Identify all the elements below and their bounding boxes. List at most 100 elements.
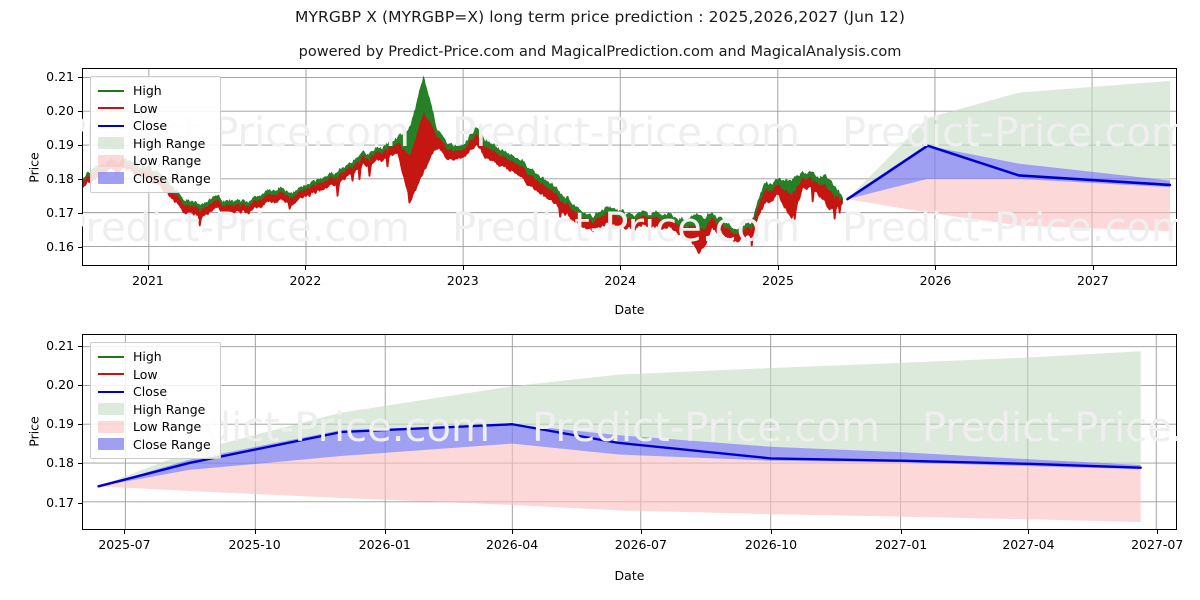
bottom-legend-label-3: High Range — [133, 401, 206, 417]
top-close-forecast-line — [846, 144, 1172, 201]
bottom-high-range-band — [98, 351, 1141, 487]
top-legend-item-low: Low — [98, 100, 211, 118]
top-low-range-band — [847, 178, 1170, 232]
bottom-chart-panel — [82, 334, 1177, 530]
top-x-tickmark-1 — [305, 266, 307, 270]
bottom-x-tickmark-4 — [640, 530, 642, 534]
top-legend-label-1: Low — [133, 100, 158, 116]
top-x-tick-4: 2025 — [762, 273, 794, 288]
top-y-tickmark-1 — [78, 213, 82, 215]
top-legend-swatch-0 — [98, 85, 124, 97]
bottom-y-tick-4: 0.21 — [46, 337, 74, 353]
bottom-x-tick-3: 2026-04 — [485, 537, 539, 552]
top-y-tick-3: 0.19 — [46, 136, 74, 152]
bottom-x-tickmark-8 — [1157, 530, 1159, 534]
bottom-legend-swatch-4 — [98, 420, 124, 433]
top-y-tick-0: 0.16 — [46, 239, 74, 255]
top-y-tick-4: 0.20 — [46, 102, 74, 118]
top-y-axis-label: Price — [26, 152, 42, 183]
top-legend-item-high: High — [98, 82, 211, 100]
bottom-legend-swatch-1 — [98, 368, 124, 380]
bottom-legend-item-high: High — [98, 348, 211, 366]
bottom-y-tick-2: 0.19 — [46, 416, 74, 432]
top-history-low-band — [83, 112, 843, 254]
top-legend-swatch-4 — [98, 154, 124, 167]
top-legend-label-5: Close Range — [133, 170, 211, 186]
top-x-tickmark-5 — [935, 266, 937, 270]
top-x-tickmark-3 — [620, 266, 622, 270]
top-x-axis-label: Date — [614, 302, 645, 317]
top-legend-item-high-range: High Range — [98, 135, 211, 153]
bottom-x-tickmark-6 — [901, 530, 903, 534]
bottom-legend-swatch-3 — [98, 403, 124, 416]
top-x-tick-0: 2021 — [132, 273, 164, 288]
bottom-legend-label-1: Low — [133, 366, 158, 382]
top-legend-swatch-2 — [98, 120, 124, 132]
top-legend: High Low Close High Range Low Range Close Ran… — [90, 76, 221, 193]
top-y-tickmark-4 — [78, 110, 82, 112]
bottom-y-tickmark-0 — [78, 502, 82, 504]
bottom-x-tick-5: 2026-10 — [744, 537, 798, 552]
bottom-x-tick-2: 2026-01 — [358, 537, 411, 552]
top-y-tick-2: 0.18 — [46, 170, 74, 186]
bottom-close-range-band — [98, 424, 1141, 487]
bottom-legend-item-low-range: Low Range — [98, 418, 211, 436]
bottom-plot-frame — [82, 334, 1177, 530]
top-legend-item-close: Close — [98, 117, 211, 135]
top-legend-label-4: Low Range — [133, 153, 202, 169]
top-legend-swatch-3 — [98, 137, 124, 150]
bottom-legend-item-low: Low — [98, 366, 211, 384]
top-legend-item-low-range: Low Range — [98, 152, 211, 170]
bottom-y-tickmark-4 — [78, 345, 82, 347]
page-title: MYRGBP X (MYRGBP=X) long term price pred… — [294, 8, 906, 26]
top-legend-label-3: High Range — [133, 135, 206, 151]
bottom-x-tick-4: 2026-07 — [614, 537, 667, 552]
bottom-x-tick-8: 2027-07 — [1131, 537, 1184, 552]
bottom-x-tick-6: 2027-01 — [875, 537, 928, 552]
bottom-y-axis-label: Price — [26, 416, 42, 447]
top-x-tick-3: 2024 — [604, 273, 637, 288]
top-x-tickmark-2 — [462, 266, 464, 270]
top-legend-label-2: Close — [133, 118, 168, 134]
bottom-y-tickmark-3 — [78, 384, 82, 386]
bottom-close-forecast-line — [97, 423, 1142, 488]
top-y-tickmark-5 — [78, 76, 82, 78]
top-x-tick-5: 2026 — [919, 273, 952, 288]
top-high-range-band — [847, 80, 1170, 200]
top-x-tick-1: 2022 — [289, 273, 322, 288]
bottom-plot-canvas — [83, 335, 1176, 529]
bottom-x-tickmark-2 — [384, 530, 386, 534]
top-plot-frame — [82, 68, 1177, 266]
top-plot-canvas — [83, 69, 1176, 265]
top-legend-swatch-5 — [98, 172, 124, 185]
top-y-tick-5: 0.21 — [46, 68, 74, 84]
top-legend-item-close-range: Close Range — [98, 170, 211, 188]
bottom-low-range-band — [98, 443, 1141, 523]
bottom-x-tickmark-0 — [124, 530, 126, 534]
bottom-legend-label-5: Close Range — [133, 436, 211, 452]
top-y-tickmark-3 — [78, 144, 82, 146]
top-legend-label-0: High — [133, 83, 162, 99]
top-x-tickmark-6 — [1092, 266, 1094, 270]
top-x-tickmark-4 — [778, 266, 780, 270]
bottom-x-tickmark-3 — [512, 530, 514, 534]
bottom-y-tick-1: 0.18 — [46, 455, 74, 471]
page-subtitle: powered by Predict-Price.com and Magical… — [298, 44, 902, 60]
bottom-legend-label-0: High — [133, 349, 162, 365]
bottom-x-tickmark-7 — [1028, 530, 1030, 534]
bottom-x-tickmark-1 — [254, 530, 256, 534]
top-chart-panel — [82, 68, 1177, 266]
top-y-tickmark-2 — [78, 178, 82, 180]
bottom-legend-label-2: Close — [133, 384, 168, 400]
bottom-legend: High Low Close High Range Low Range Close Ran… — [90, 342, 221, 459]
top-x-tick-6: 2027 — [1076, 273, 1109, 288]
bottom-legend-swatch-0 — [98, 351, 124, 363]
bottom-y-tickmark-1 — [78, 463, 82, 465]
bottom-x-tick-1: 2025-10 — [228, 537, 281, 552]
top-y-tickmark-0 — [78, 247, 82, 249]
bottom-legend-label-4: Low Range — [133, 419, 202, 435]
bottom-legend-swatch-5 — [98, 438, 124, 451]
top-y-tick-1: 0.17 — [46, 205, 74, 221]
bottom-x-axis-label: Date — [614, 568, 645, 583]
